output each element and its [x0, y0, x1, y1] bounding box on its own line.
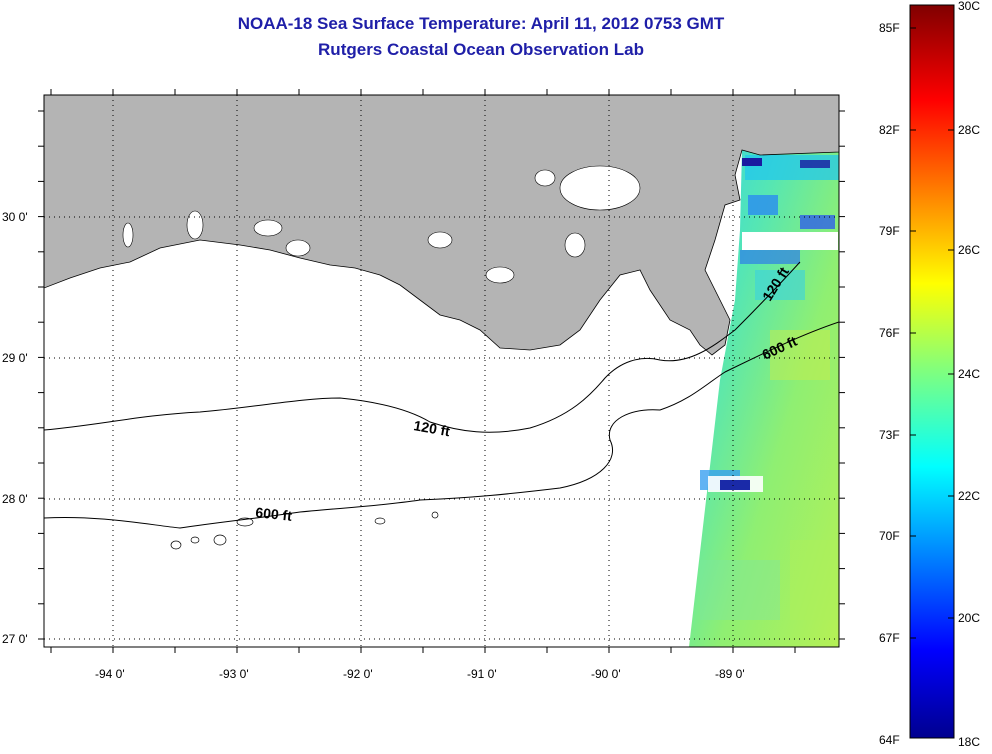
- axis-ticks: [38, 89, 845, 653]
- seafloor-features: [170, 511, 439, 550]
- colorbar-f-label: 82F: [879, 123, 900, 137]
- lat-label: 30 0': [2, 210, 28, 224]
- contour-label: 120 ft: [412, 417, 451, 439]
- map-title: NOAA-18 Sea Surface Temperature: April 1…: [237, 14, 725, 33]
- colorbar-c-label: 24C: [958, 367, 980, 381]
- map-frame: [43, 94, 840, 648]
- lon-label: -94 0': [95, 667, 125, 681]
- colorbar-f-label: 76F: [879, 326, 900, 340]
- inland-lakes: [122, 165, 641, 284]
- colorbar-c-label: 20C: [958, 611, 980, 625]
- colorbar-f-label: 73F: [879, 428, 900, 442]
- lat-label: 27 0': [2, 632, 28, 646]
- lon-label: -90 0': [591, 667, 621, 681]
- lon-label: -89 0': [715, 667, 745, 681]
- colorbar-f-label: 79F: [879, 224, 900, 238]
- lon-label: -91 0': [467, 667, 497, 681]
- contour-600ft: [44, 321, 839, 529]
- sst-swath-texture: [700, 155, 839, 620]
- graticule: [44, 95, 839, 647]
- colorbar-f-label: 85F: [879, 21, 900, 35]
- colorbar-f-label: 70F: [879, 529, 900, 543]
- lon-label: -93 0': [219, 667, 249, 681]
- colorbar: [909, 4, 955, 739]
- colorbar-c-label: 26C: [958, 243, 980, 257]
- contour-120ft: [44, 261, 801, 433]
- lat-label: 28 0': [2, 492, 28, 506]
- colorbar-ticks: [910, 27, 954, 639]
- colorbar-c-label: 30C: [958, 0, 980, 13]
- colorbar-c-label: 28C: [958, 123, 980, 137]
- lat-label: 29 0': [2, 351, 28, 365]
- colorbar-f-label: 64F: [879, 733, 900, 747]
- colorbar-c-label: 22C: [958, 489, 980, 503]
- coastline-land: [44, 95, 839, 356]
- map-subtitle: Rutgers Coastal Ocean Observation Lab: [318, 40, 644, 59]
- colorbar-c-label: 18C: [958, 735, 980, 749]
- contour-label: 600 ft: [255, 504, 293, 524]
- colorbar-f-label: 67F: [879, 631, 900, 645]
- lon-label: -92 0': [343, 667, 373, 681]
